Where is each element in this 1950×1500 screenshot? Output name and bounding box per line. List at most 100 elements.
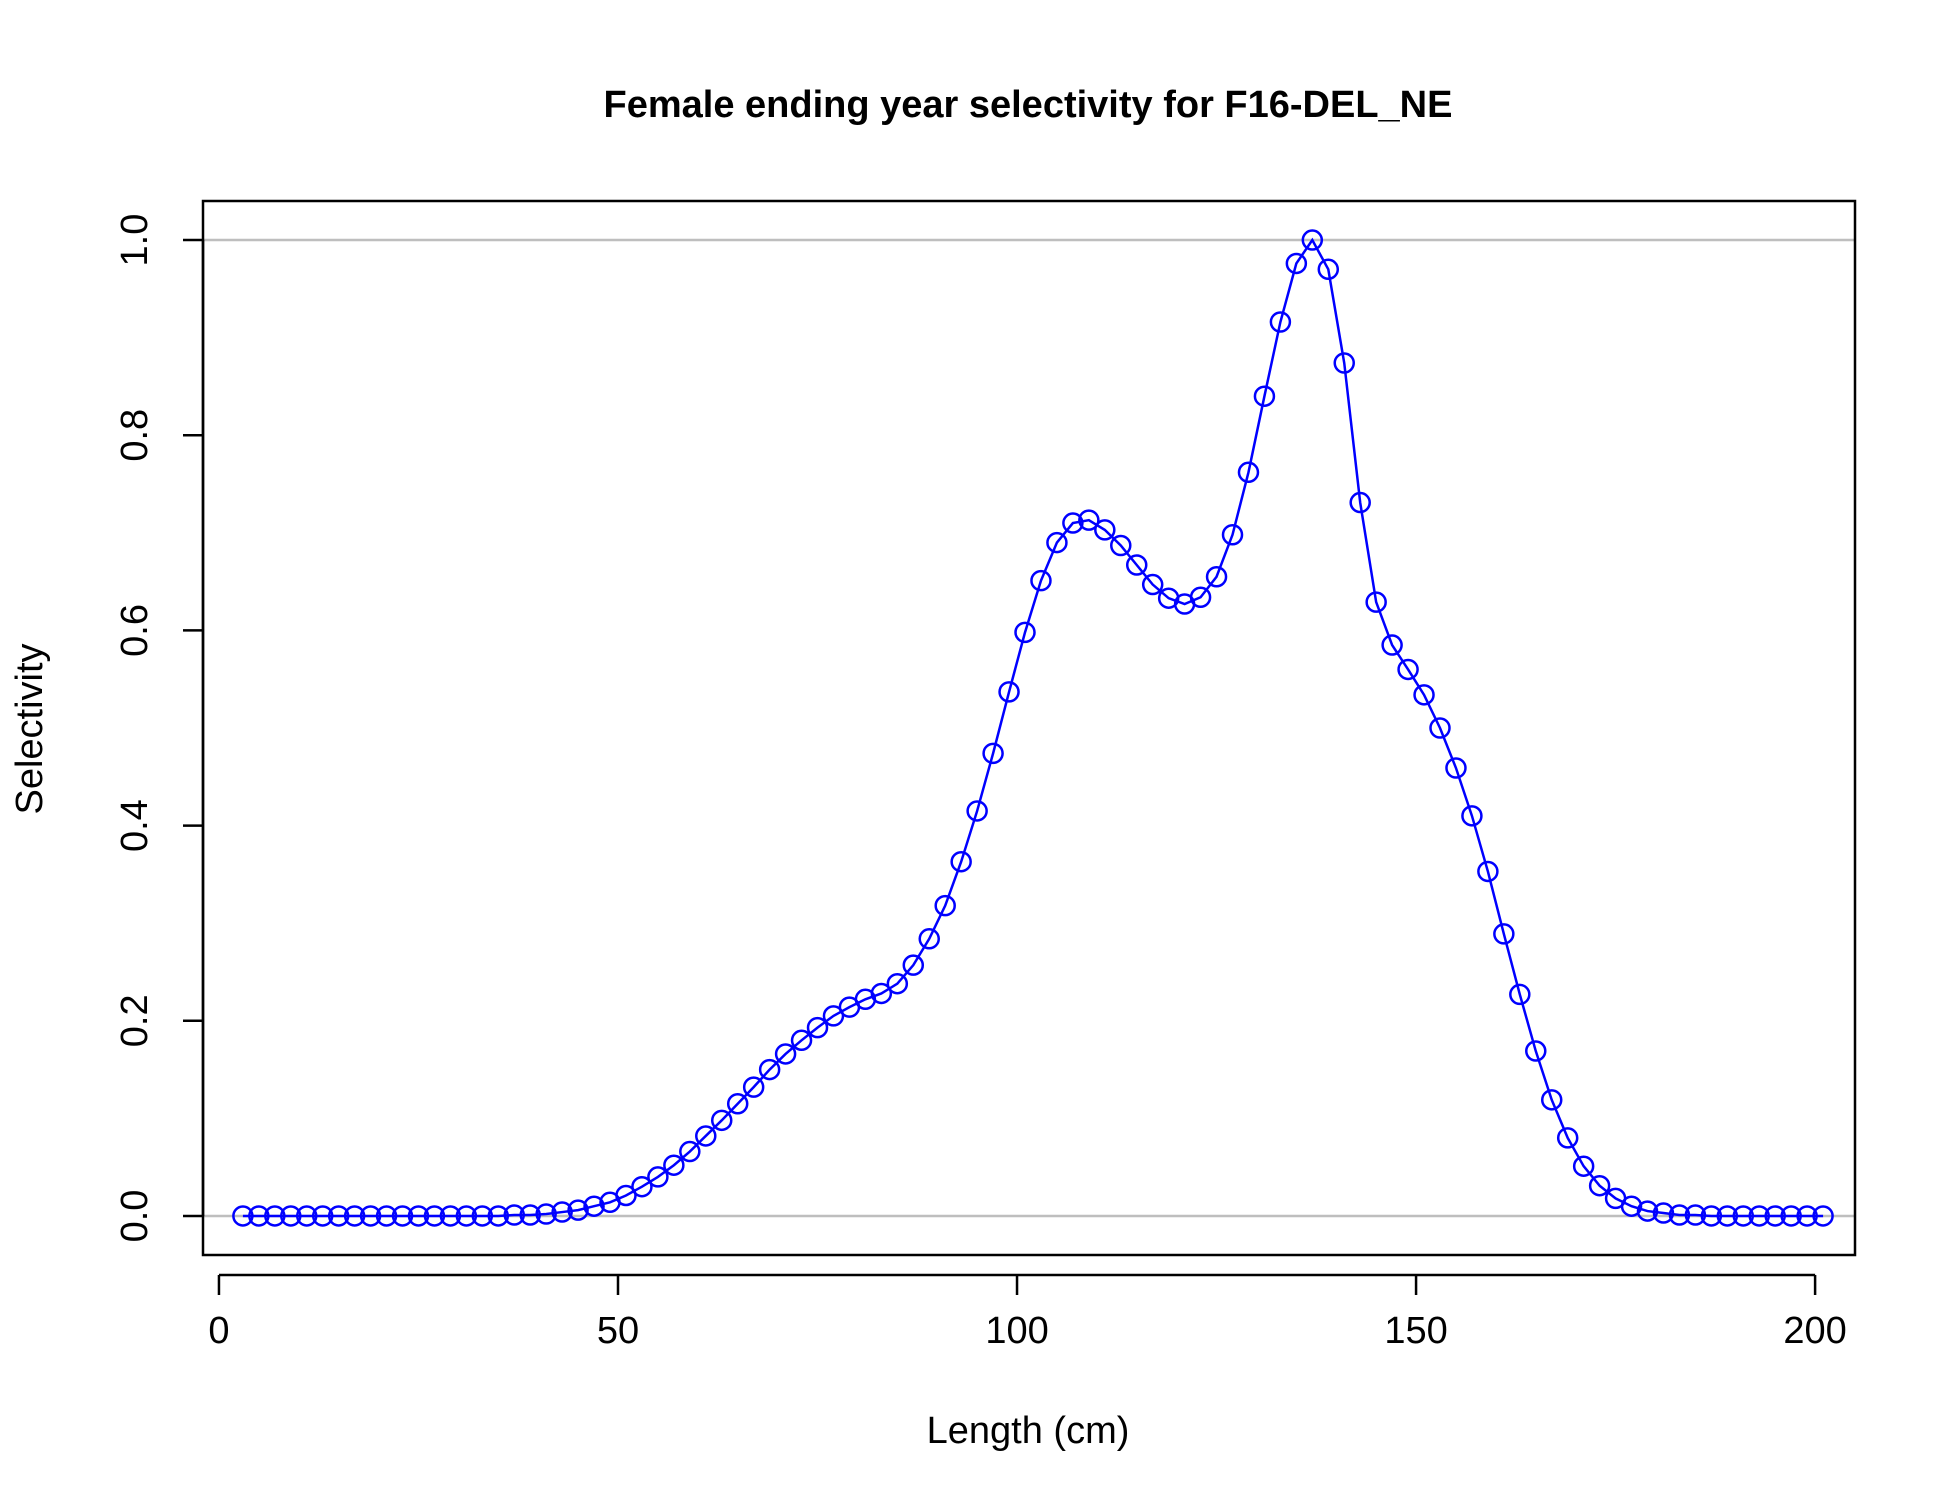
data-point [679, 1140, 701, 1163]
data-point [1509, 983, 1531, 1006]
data-point [1572, 1155, 1595, 1177]
data-point [1684, 1204, 1707, 1226]
chart-title: Female ending year selectivity for F16-D… [604, 84, 1453, 126]
data-point [296, 1205, 318, 1227]
data-point [886, 972, 909, 995]
data-point [583, 1195, 605, 1217]
data-point [248, 1205, 270, 1227]
data-point [1269, 311, 1292, 333]
data-point [519, 1204, 541, 1226]
data-point [982, 742, 1004, 765]
y-axis-label: Selectivity [9, 643, 51, 814]
data-point [551, 1201, 573, 1223]
data-point [1317, 258, 1340, 281]
data-point [1333, 352, 1355, 374]
x-tick-label: 0 [208, 1310, 229, 1352]
x-tick-label: 50 [597, 1310, 639, 1352]
data-point [1540, 1089, 1563, 1111]
data-point [567, 1199, 589, 1221]
data-point [1078, 509, 1100, 531]
data-point [1525, 1040, 1547, 1062]
data-point [710, 1109, 733, 1132]
data-point [1141, 573, 1164, 596]
data-point [327, 1205, 350, 1227]
data-point [631, 1175, 653, 1198]
x-axis-label: Length (cm) [927, 1410, 1130, 1452]
y-tick-label: 0.6 [114, 604, 156, 657]
data-point [280, 1205, 302, 1227]
data-point [1030, 569, 1052, 592]
data-point [1764, 1205, 1786, 1227]
data-point [1094, 519, 1116, 541]
data-point [1668, 1204, 1691, 1226]
data-point [311, 1205, 334, 1227]
data-point [1285, 252, 1308, 275]
data-point [934, 894, 956, 917]
y-tick-label: 0.8 [114, 409, 156, 462]
data-point [439, 1205, 462, 1227]
data-point [918, 928, 940, 950]
data-point [647, 1166, 669, 1188]
data-point [1349, 491, 1371, 514]
data-point [1556, 1127, 1579, 1149]
data-point [264, 1205, 286, 1227]
y-tick-label: 0.4 [114, 799, 156, 852]
data-point [1253, 385, 1276, 407]
data-point [966, 800, 988, 822]
data-point [822, 1005, 845, 1027]
data-point [1110, 534, 1132, 557]
y-tick-label: 0.0 [114, 1190, 156, 1243]
data-point [1493, 923, 1515, 945]
x-tick-label: 200 [1783, 1310, 1846, 1352]
data-point [1461, 805, 1483, 827]
data-point [1237, 461, 1260, 484]
data-point [902, 954, 925, 976]
data-point [391, 1205, 414, 1227]
data-point [1413, 684, 1435, 706]
data-point [1588, 1174, 1611, 1197]
data-point [1477, 860, 1499, 883]
data-point [950, 850, 972, 873]
data-point [663, 1154, 685, 1176]
data-point [758, 1058, 781, 1081]
plot-area: 0 50 100 150 200 0.0 0.2 0.4 0.6 0.8 1.0 [114, 199, 1857, 1352]
data-point [742, 1076, 765, 1098]
data-point [1429, 717, 1451, 739]
data-point [375, 1205, 398, 1227]
data-point [487, 1205, 510, 1227]
data-point [1445, 757, 1467, 779]
data-point [423, 1205, 446, 1227]
data-point [1397, 658, 1419, 681]
data-point [615, 1184, 637, 1207]
data-point [1221, 524, 1244, 546]
data-point [1189, 586, 1212, 608]
data-point [232, 1205, 254, 1227]
data-point [1732, 1205, 1755, 1227]
data-point [1301, 229, 1324, 251]
data-point [503, 1204, 525, 1226]
data-point [774, 1043, 797, 1065]
data-point [1205, 565, 1228, 588]
data-point [1796, 1205, 1818, 1227]
data-point [1062, 512, 1084, 534]
data-point [455, 1205, 478, 1227]
data-point [1046, 531, 1068, 554]
x-tick-label: 100 [985, 1310, 1048, 1352]
data-point [870, 982, 893, 1005]
data-point [1748, 1205, 1770, 1227]
series-line [242, 237, 1824, 1218]
y-tick-label: 0.2 [114, 994, 156, 1047]
data-point [998, 681, 1020, 703]
y-tick-label: 1.0 [114, 214, 156, 267]
x-tick-label: 150 [1384, 1310, 1447, 1352]
data-point [1636, 1200, 1659, 1222]
data-point [790, 1029, 813, 1052]
data-point [1381, 634, 1403, 656]
data-point [1125, 554, 1148, 576]
data-point [407, 1205, 430, 1227]
data-point [1716, 1205, 1739, 1227]
data-point [359, 1205, 382, 1227]
data-point [695, 1125, 717, 1147]
data-point [1652, 1202, 1675, 1224]
